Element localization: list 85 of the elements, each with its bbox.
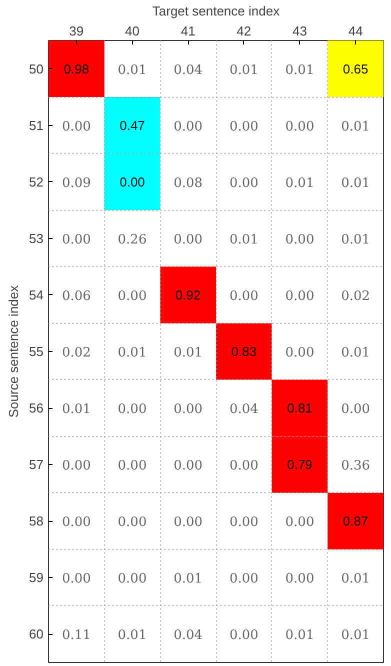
data-label: 0.06	[62, 288, 91, 304]
data-label: 0.01	[118, 346, 147, 360]
x-tick-label: 44	[348, 24, 363, 38]
y-tick-label: 56	[29, 400, 44, 416]
data-label: 0.87	[342, 514, 368, 529]
data-label: 0.01	[174, 346, 203, 360]
data-label: 0.00	[285, 572, 314, 587]
data-label: 0.00	[341, 402, 370, 418]
data-label: 0.36	[341, 458, 370, 474]
data-label: 0.00	[174, 458, 203, 474]
data-label: 0.01	[118, 62, 147, 78]
data-label: 0.00	[118, 515, 147, 530]
y-tick-label: 57	[29, 457, 44, 472]
y-tick-label: 58	[29, 514, 44, 529]
data-label: 0.00	[174, 232, 203, 248]
y-tick-label: 50	[29, 61, 44, 76]
data-label: 0.00	[229, 176, 258, 191]
x-tick-label: 42	[236, 24, 252, 38]
data-label: 0.01	[229, 62, 258, 78]
data-label: 0.83	[231, 344, 257, 359]
data-label: 0.00	[120, 174, 145, 190]
data-label: 0.09	[62, 176, 91, 191]
data-label: 0.01	[341, 628, 370, 644]
data-label: 0.00	[62, 232, 91, 248]
data-label: 0.00	[174, 402, 203, 418]
data-label: 0.04	[174, 628, 203, 644]
data-label: 0.01	[341, 119, 370, 134]
data-label: 0.26	[118, 232, 147, 248]
data-label: 0.00	[229, 119, 258, 134]
data-label: 0.00	[62, 515, 91, 530]
y-tick-label: 52	[29, 174, 44, 190]
data-label: 0.01	[341, 346, 370, 360]
data-label: 0.02	[341, 288, 370, 304]
data-label: 0.00	[118, 288, 147, 304]
data-label: 0.04	[174, 62, 203, 78]
data-label: 0.01	[229, 232, 258, 248]
y-tick-label: 51	[29, 118, 44, 133]
data-label: 0.00	[285, 232, 314, 248]
data-label: 0.00	[229, 288, 258, 304]
data-label: 0.92	[175, 287, 201, 302]
data-label: 0.65	[342, 61, 368, 76]
data-label: 0.08	[174, 176, 203, 191]
data-label: 0.00	[229, 628, 258, 644]
data-label: 0.01	[62, 402, 91, 418]
data-label: 0.00	[118, 572, 147, 587]
x-tick-label: 40	[125, 24, 140, 38]
data-label: 0.00	[62, 572, 91, 587]
data-label: 0.00	[118, 402, 147, 418]
data-label: 0.00	[229, 458, 258, 474]
x-tick-label: 43	[292, 24, 307, 38]
data-label: 0.01	[285, 62, 314, 78]
data-label: 0.01	[341, 176, 370, 191]
data-label: 0.00	[62, 458, 91, 474]
x-tick-label: 39	[69, 24, 84, 38]
data-label: 0.79	[287, 457, 312, 472]
data-label: 0.00	[118, 458, 147, 474]
data-label: 0.00	[285, 288, 314, 304]
data-label: 0.81	[287, 400, 312, 416]
data-label: 0.01	[174, 572, 203, 587]
data-label: 0.01	[285, 176, 314, 191]
data-label: 0.01	[118, 628, 147, 644]
x-tick-label: 41	[180, 24, 196, 38]
y-tick-label: 60	[29, 626, 44, 642]
data-label: 0.00	[174, 515, 203, 530]
x-axis-title: Target sentence index	[152, 4, 280, 18]
data-label: 0.47	[120, 118, 145, 133]
y-tick-label: 53	[29, 230, 44, 246]
data-label: 0.01	[341, 232, 370, 248]
data-label: 0.00	[62, 119, 91, 134]
data-label: 0.04	[229, 402, 258, 418]
data-label: 0.00	[285, 515, 314, 530]
y-tick-label: 54	[29, 287, 44, 302]
data-label: 0.00	[229, 572, 258, 587]
data-label: 0.00	[174, 119, 203, 134]
data-label: 0.11	[62, 628, 91, 644]
y-axis-title: Source sentence index	[6, 284, 22, 418]
data-label: 0.00	[229, 515, 258, 530]
data-label: 0.00	[285, 119, 314, 134]
data-label: 0.98	[64, 61, 90, 76]
data-label: 0.02	[62, 346, 91, 360]
y-tick-label: 55	[29, 344, 44, 359]
data-label: 0.01	[341, 572, 370, 587]
data-label: 0.01	[285, 628, 314, 644]
y-tick-label: 59	[29, 570, 44, 586]
data-label: 0.00	[285, 346, 314, 360]
